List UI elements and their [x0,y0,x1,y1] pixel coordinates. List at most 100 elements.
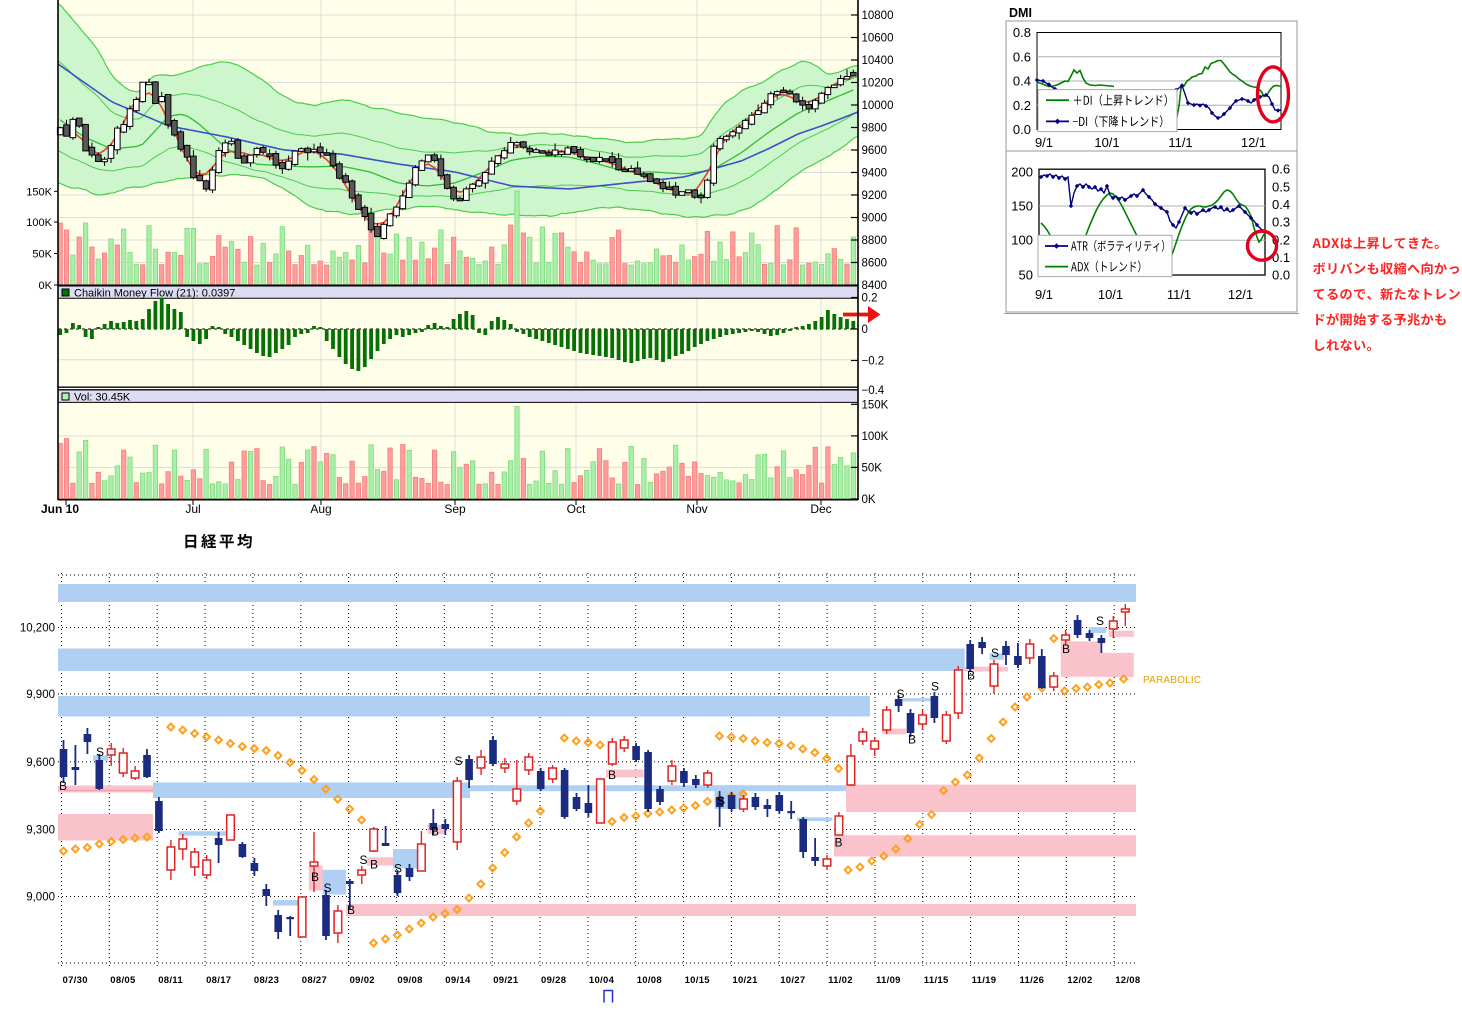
svg-text:9/1: 9/1 [1035,135,1053,150]
svg-text:10600: 10600 [862,33,894,45]
svg-text:12/02: 12/02 [1067,975,1092,986]
svg-text:9,600: 9,600 [26,757,55,769]
svg-text:12/08: 12/08 [1115,975,1140,986]
svg-text:0.0: 0.0 [1272,268,1290,283]
svg-text:S: S [931,680,939,694]
svg-text:08/05: 08/05 [110,975,136,986]
svg-text:Chaikin Money Flow (21): 0.039: Chaikin Money Flow (21): 0.0397 [74,288,235,300]
svg-text:08/17: 08/17 [206,975,231,986]
svg-text:150: 150 [1011,199,1033,214]
svg-text:0.2: 0.2 [1013,98,1031,113]
svg-text:Nov: Nov [686,502,707,516]
svg-text:10400: 10400 [862,55,894,67]
svg-text:0.1: 0.1 [1272,250,1290,265]
svg-text:10/1: 10/1 [1098,287,1123,302]
svg-text:Sep: Sep [444,502,466,516]
svg-text:Aug: Aug [310,502,331,516]
svg-text:B: B [967,669,975,683]
svg-text:S: S [717,794,725,808]
svg-text:S: S [1096,614,1104,628]
svg-text:B: B [1062,642,1070,656]
svg-text:S: S [896,687,904,701]
svg-text:0.5: 0.5 [1272,179,1290,194]
svg-text:100: 100 [1011,233,1033,248]
svg-text:9400: 9400 [862,168,888,180]
svg-text:09/21: 09/21 [493,975,519,986]
svg-text:09/02: 09/02 [350,975,375,986]
svg-text:11/1: 11/1 [1167,287,1191,302]
svg-text:10/1: 10/1 [1094,135,1119,150]
svg-text:09/08: 09/08 [397,975,422,986]
svg-text:−0.4: −0.4 [862,385,885,397]
svg-text:10000: 10000 [862,100,894,112]
svg-text:0: 0 [862,324,868,336]
svg-text:50K: 50K [32,249,52,261]
svg-text:10800: 10800 [862,10,894,22]
svg-text:Oct: Oct [567,502,586,516]
svg-text:100K: 100K [26,217,52,229]
svg-text:0K: 0K [39,280,53,292]
svg-text:Vol: 30.45K: Vol: 30.45K [74,392,131,404]
svg-text:8800: 8800 [862,235,888,247]
svg-text:09/28: 09/28 [541,975,566,986]
svg-text:0.4: 0.4 [1013,74,1031,89]
svg-text:9,300: 9,300 [26,825,55,837]
svg-text:S: S [359,853,367,867]
svg-text:B: B [608,768,616,782]
svg-text:12/1: 12/1 [1241,135,1266,150]
svg-text:B: B [370,858,378,872]
svg-text:11/09: 11/09 [876,975,901,986]
svg-text:0.8: 0.8 [1013,25,1031,40]
svg-text:07/30: 07/30 [63,975,88,986]
svg-text:11/02: 11/02 [828,975,853,986]
svg-text:10/27: 10/27 [780,975,805,986]
svg-text:50: 50 [1019,268,1033,283]
svg-text:0.3: 0.3 [1272,215,1290,230]
svg-text:10/15: 10/15 [685,975,711,986]
svg-text:B: B [834,836,842,850]
svg-text:S: S [394,862,402,876]
svg-text:50K: 50K [862,462,883,474]
svg-text:B: B [59,779,67,793]
svg-text:08/27: 08/27 [302,975,327,986]
svg-text:09/14: 09/14 [445,975,471,986]
svg-text:11/19: 11/19 [972,975,997,986]
svg-text:−0.2: −0.2 [862,356,885,368]
svg-text:PARABOLIC: PARABOLIC [1143,675,1201,686]
svg-text:B: B [431,825,439,839]
svg-text:9/1: 9/1 [1035,287,1053,302]
svg-text:11/1: 11/1 [1168,135,1192,150]
svg-text:B: B [908,733,916,747]
svg-text:10/08: 10/08 [637,975,662,986]
svg-text:S: S [323,881,331,895]
svg-text:11/26: 11/26 [1020,975,1045,986]
svg-text:S: S [454,754,462,768]
svg-text:B: B [347,903,355,917]
svg-text:100K: 100K [862,431,889,443]
svg-text:10/21: 10/21 [732,975,758,986]
svg-text:0.0: 0.0 [1013,122,1031,137]
svg-text:Dec: Dec [810,502,831,516]
svg-text:150K: 150K [862,399,889,411]
svg-text:11/15: 11/15 [924,975,949,986]
svg-text:8600: 8600 [862,258,888,270]
svg-text:9,900: 9,900 [26,689,55,701]
svg-text:12/1: 12/1 [1228,287,1253,302]
svg-text:8400: 8400 [862,280,888,292]
svg-text:0.6: 0.6 [1013,49,1031,64]
svg-text:08/23: 08/23 [254,975,279,986]
svg-text:0.2: 0.2 [862,293,878,305]
svg-text:0K: 0K [862,494,876,506]
svg-text:08/11: 08/11 [158,975,183,986]
svg-text:10/04: 10/04 [589,975,615,986]
svg-text:9,000: 9,000 [26,892,55,904]
svg-text:Jul: Jul [185,502,200,516]
svg-text:9000: 9000 [862,213,888,225]
svg-text:150K: 150K [26,186,52,198]
svg-text:S: S [96,745,104,759]
svg-text:10200: 10200 [862,78,894,90]
svg-text:Jun 10: Jun 10 [41,502,79,516]
svg-text:DMI: DMI [1009,6,1032,20]
svg-text:9600: 9600 [862,145,888,157]
svg-text:200: 200 [1011,164,1033,179]
